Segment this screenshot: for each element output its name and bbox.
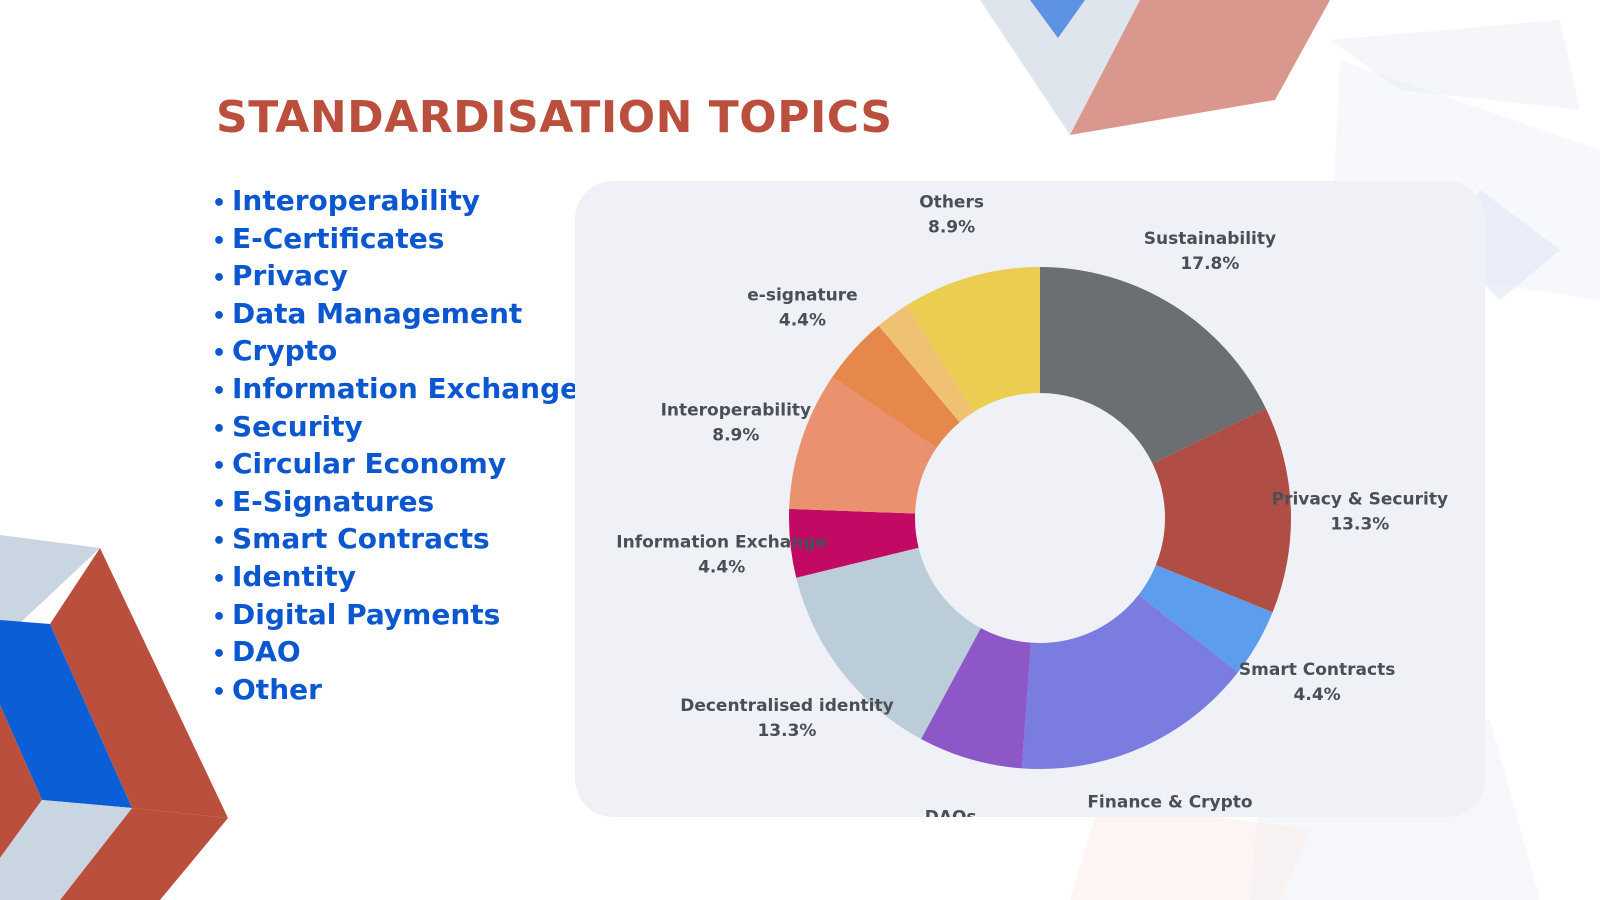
bullet-icon: • <box>212 303 227 329</box>
donut-chart: Sustainability 17.8% Privacy & Security 13.… <box>616 192 1448 817</box>
slice-label: e-signature <box>747 286 857 306</box>
slice-label: Sustainability <box>1144 229 1276 249</box>
list-item-label: Smart Contracts <box>232 522 490 556</box>
bullet-icon: • <box>212 266 227 292</box>
bullet-icon: • <box>212 491 227 517</box>
slice-label: DAOs <box>925 807 977 817</box>
slice-finance-crypto <box>1021 594 1238 769</box>
list-item-label: Privacy <box>232 259 348 293</box>
bullet-icon: • <box>212 604 227 630</box>
slice-smart-contracts <box>1138 564 1273 673</box>
list-item-label: Identity <box>232 559 357 593</box>
slice-e-signature <box>832 325 960 448</box>
slice-label: Interoperability <box>661 401 812 421</box>
slice-label: Others <box>919 192 984 212</box>
page-title: STANDARDISATION TOPICS <box>216 92 893 143</box>
list-item: • Information Exchange <box>212 370 579 408</box>
list-item-label: Security <box>232 409 363 443</box>
slice-daos <box>921 628 1031 769</box>
list-item-label: Data Management <box>232 296 523 330</box>
list-item: • Crypto <box>212 332 579 370</box>
list-item-label: E-Signatures <box>232 484 435 518</box>
slice-label: Finance & Crypto <box>1087 792 1252 812</box>
list-item: • Identity <box>212 558 579 596</box>
list-item-label: Interoperability <box>232 184 480 217</box>
bullet-icon: • <box>212 642 227 668</box>
list-item-label: Digital Payments <box>232 597 501 631</box>
slice-decentralised-identity <box>796 547 981 740</box>
slice-others <box>906 267 1040 413</box>
slice-interoperability <box>789 377 937 514</box>
list-item-label: Crypto <box>232 334 338 368</box>
list-item: • E-Signatures <box>212 483 579 521</box>
list-item: • Other <box>212 671 579 709</box>
list-item-label: Information Exchange <box>232 371 580 405</box>
list-item: • DAO <box>212 633 579 671</box>
list-item: • Digital Payments <box>212 596 579 634</box>
bullet-icon: • <box>212 341 227 367</box>
slice-label: Privacy & Security <box>1272 489 1448 509</box>
slice-label: Decentralised identity <box>680 696 894 716</box>
bullet-icon: • <box>212 454 227 480</box>
slice-value-label: 13.3% <box>757 721 816 741</box>
slice-value-label: 4.4% <box>1294 685 1341 705</box>
list-item: • Interoperability <box>212 182 579 220</box>
slice-unlabeled-9 <box>878 305 974 423</box>
bullet-icon: • <box>212 529 227 555</box>
list-item-label: Circular Economy <box>232 447 507 481</box>
slice-privacy-security <box>1152 408 1291 613</box>
slice-label: Information Exchange <box>616 533 827 553</box>
slice-information-exchange <box>789 508 919 578</box>
list-item-label: Other <box>232 672 322 706</box>
list-item-label: E-Certificates <box>232 221 445 255</box>
bullet-icon: • <box>212 416 227 442</box>
slice-value-label: 13.3% <box>1330 514 1389 534</box>
bullet-icon: • <box>212 191 227 216</box>
slice-value-label: 4.4% <box>698 558 745 578</box>
slice-value-label: 4.4% <box>779 311 826 331</box>
bullet-icon: • <box>212 378 227 404</box>
list-item: • E-Certificates <box>212 220 579 258</box>
list-item: • Circular Economy <box>212 445 579 483</box>
chart-panel: Sustainability 17.8% Privacy & Security 13.… <box>575 181 1485 817</box>
list-item-label: DAO <box>232 635 301 669</box>
list-item: • Privacy <box>212 257 579 295</box>
list-item: • Smart Contracts <box>212 520 579 558</box>
list-item: • Data Management <box>212 295 579 333</box>
bullet-icon: • <box>212 679 227 705</box>
slice-sustainability <box>1040 267 1266 464</box>
bullet-icon: • <box>212 228 227 254</box>
slice-value-label: 8.9% <box>928 217 975 237</box>
bullet-icon: • <box>212 566 227 592</box>
topic-list: • Interoperability • E-Certificates • Priva… <box>212 182 579 708</box>
list-item: • Security <box>212 408 579 446</box>
slice-value-label: 8.9% <box>712 426 759 446</box>
slice-label: Smart Contracts <box>1239 660 1395 680</box>
slice-value-label: 17.8% <box>1180 254 1239 274</box>
